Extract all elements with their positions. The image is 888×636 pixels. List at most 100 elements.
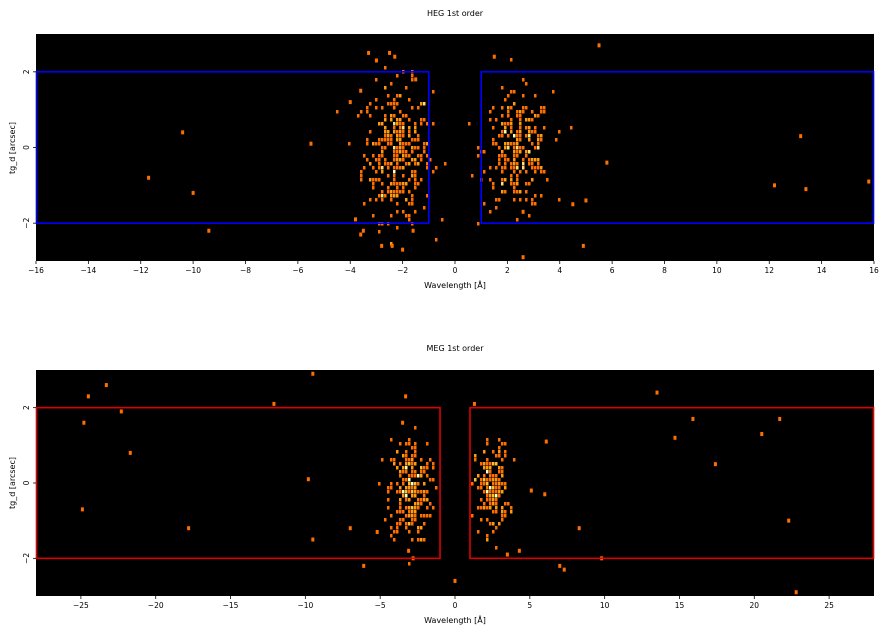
heg-count-bin	[390, 242, 393, 246]
heg-count-bin	[399, 130, 402, 134]
heg-y-tick-label: 2	[22, 69, 31, 74]
meg-event	[311, 371, 315, 376]
heg-count-bin	[408, 218, 411, 222]
meg-count-bin	[402, 494, 405, 498]
heg-count-bin	[399, 122, 402, 126]
meg-count-bin	[414, 454, 417, 458]
meg-count-bin	[408, 506, 411, 510]
heg-count-bin	[420, 122, 423, 126]
heg-count-bin	[408, 202, 411, 206]
heg-x-tick-label: −12	[133, 266, 149, 275]
meg-count-bin	[381, 458, 384, 462]
heg-count-bin	[492, 186, 495, 190]
heg-count-bin	[402, 174, 405, 178]
heg-count-bin	[522, 162, 525, 166]
heg-count-bin	[405, 214, 408, 218]
meg-event	[311, 537, 315, 542]
meg-count-bin	[504, 514, 507, 518]
heg-count-bin	[423, 150, 426, 154]
heg-count-bin	[390, 214, 393, 218]
heg-count-bin	[522, 146, 525, 150]
meg-count-bin	[486, 466, 489, 470]
meg-count-bin	[492, 474, 495, 478]
meg-event	[517, 548, 521, 553]
meg-count-bin	[408, 442, 411, 446]
meg-count-bin	[492, 482, 495, 486]
meg-count-bin	[486, 538, 489, 542]
meg-count-bin	[414, 462, 417, 466]
meg-count-bin	[504, 486, 507, 490]
meg-x-tick-label: 20	[750, 601, 760, 610]
heg-count-bin	[444, 162, 447, 166]
meg-count-bin	[489, 490, 492, 494]
heg-count-bin	[492, 142, 495, 146]
meg-count-bin	[417, 530, 420, 534]
meg-count-bin	[489, 470, 492, 474]
meg-count-bin	[423, 514, 426, 518]
heg-count-bin	[516, 130, 519, 134]
meg-count-bin	[408, 478, 411, 482]
heg-count-bin	[516, 178, 519, 182]
meg-count-bin	[414, 494, 417, 498]
heg-count-bin	[519, 130, 522, 134]
heg-count-bin	[396, 158, 399, 162]
heg-count-bin	[504, 142, 507, 146]
heg-count-bin	[396, 134, 399, 138]
heg-count-bin	[411, 138, 414, 142]
heg-count-bin	[525, 106, 528, 110]
heg-count-bin	[402, 130, 405, 134]
heg-y-tick-label: −2	[22, 217, 31, 228]
heg-count-bin	[510, 90, 513, 94]
meg-count-bin	[426, 506, 429, 510]
heg-count-bin	[516, 146, 519, 150]
heg-count-bin	[516, 134, 519, 138]
heg-count-bin	[387, 186, 390, 190]
heg-count-bin	[393, 106, 396, 110]
meg-count-bin	[402, 510, 405, 514]
meg-count-bin	[489, 474, 492, 478]
heg-count-bin	[372, 154, 375, 158]
heg-count-bin	[414, 182, 417, 186]
heg-count-bin	[414, 158, 417, 162]
heg-x-tick-label: −16	[28, 266, 44, 275]
heg-count-bin	[468, 122, 471, 126]
heg-count-bin	[378, 154, 381, 158]
meg-count-bin	[492, 486, 495, 490]
heg-count-bin	[378, 166, 381, 170]
meg-count-bin	[414, 470, 417, 474]
meg-count-bin	[396, 450, 399, 454]
heg-count-bin	[534, 170, 537, 174]
heg-x-tick-label: 8	[662, 266, 667, 275]
heg-count-bin	[525, 150, 528, 154]
heg-event	[401, 247, 405, 252]
heg-count-bin	[393, 178, 396, 182]
meg-count-bin	[507, 502, 510, 506]
meg-count-bin	[396, 526, 399, 530]
heg-count-bin	[384, 130, 387, 134]
heg-count-bin	[399, 150, 402, 154]
meg-count-bin	[390, 438, 393, 442]
meg-count-bin	[504, 482, 507, 486]
heg-y-axis-label: tg_d [arcsec]	[8, 122, 17, 174]
heg-count-bin	[528, 182, 531, 186]
heg-count-bin	[402, 150, 405, 154]
heg-count-bin	[408, 154, 411, 158]
heg-x-tick-label: 6	[610, 266, 615, 275]
heg-count-bin	[396, 166, 399, 170]
meg-count-bin	[471, 514, 474, 518]
meg-count-bin	[420, 466, 423, 470]
meg-count-bin	[486, 478, 489, 482]
meg-count-bin	[378, 482, 381, 486]
meg-count-bin	[408, 474, 411, 478]
heg-count-bin	[531, 178, 534, 182]
meg-count-bin	[387, 506, 390, 510]
meg-count-bin	[414, 510, 417, 514]
meg-count-bin	[408, 486, 411, 490]
meg-event	[778, 416, 782, 421]
heg-count-bin	[501, 182, 504, 186]
heg-count-bin	[525, 126, 528, 130]
heg-count-bin	[399, 94, 402, 98]
meg-count-bin	[480, 498, 483, 502]
heg-count-bin	[528, 162, 531, 166]
heg-count-bin	[441, 218, 444, 222]
